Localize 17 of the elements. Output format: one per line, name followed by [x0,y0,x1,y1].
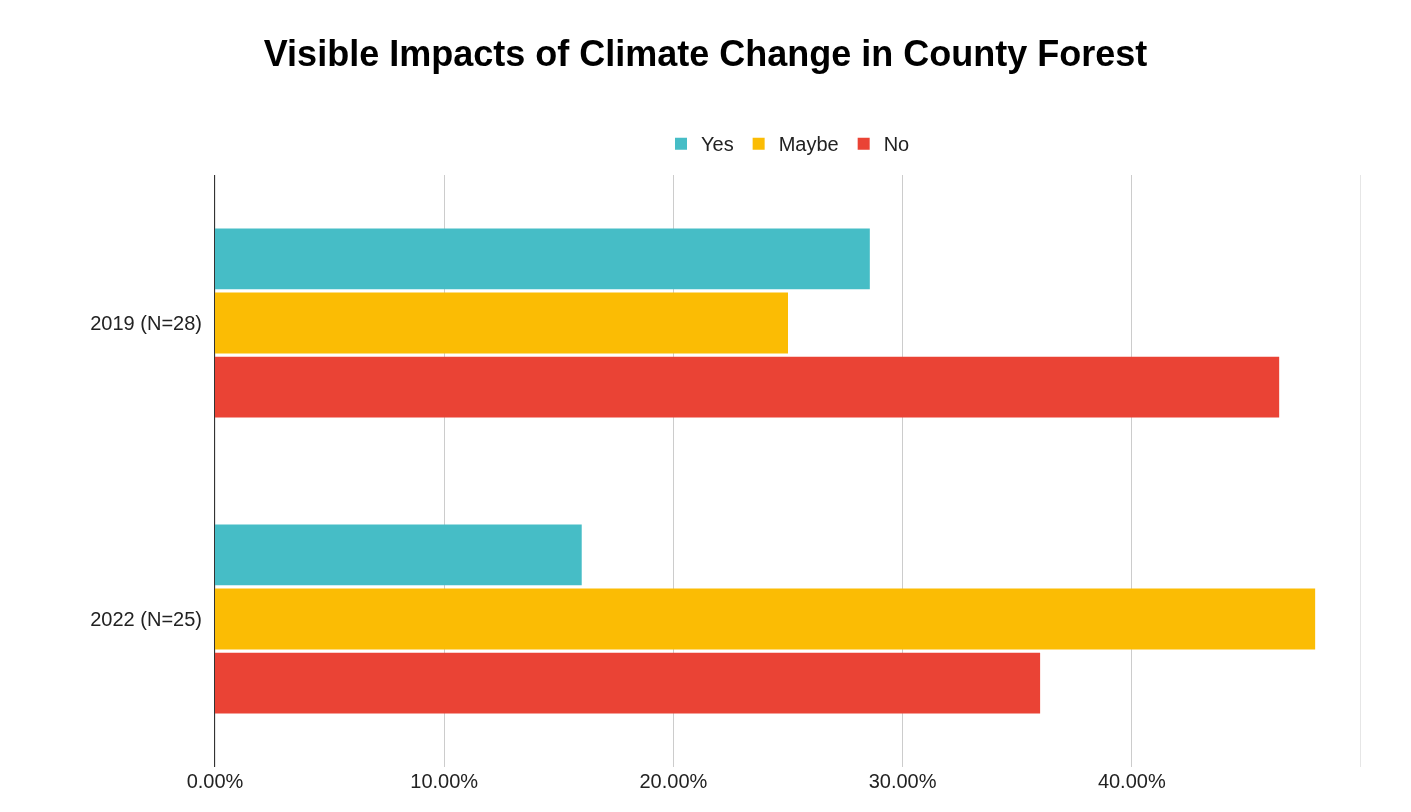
bar [215,524,582,586]
bar [215,292,788,354]
x-tick-label: 20.00% [639,770,708,792]
legend-label: Maybe [778,133,839,156]
legend-label: No [883,133,910,156]
x-tick-label: 40.00% [1097,770,1166,792]
bar [215,356,1280,418]
bar [215,588,1316,650]
y-tick-label: 2019 (N=28) [90,312,202,334]
x-tick-label: 0.00% [186,770,244,792]
legend-label: Yes [701,133,734,156]
y-tick-label: 2022 (N=25) [90,608,202,630]
x-tick-label: 10.00% [410,770,479,792]
bar [215,652,1041,714]
x-tick-label: 30.00% [868,770,937,792]
bar [215,228,870,290]
chart-title: Visible Impacts of Climate Change in County Forest [263,32,1148,74]
